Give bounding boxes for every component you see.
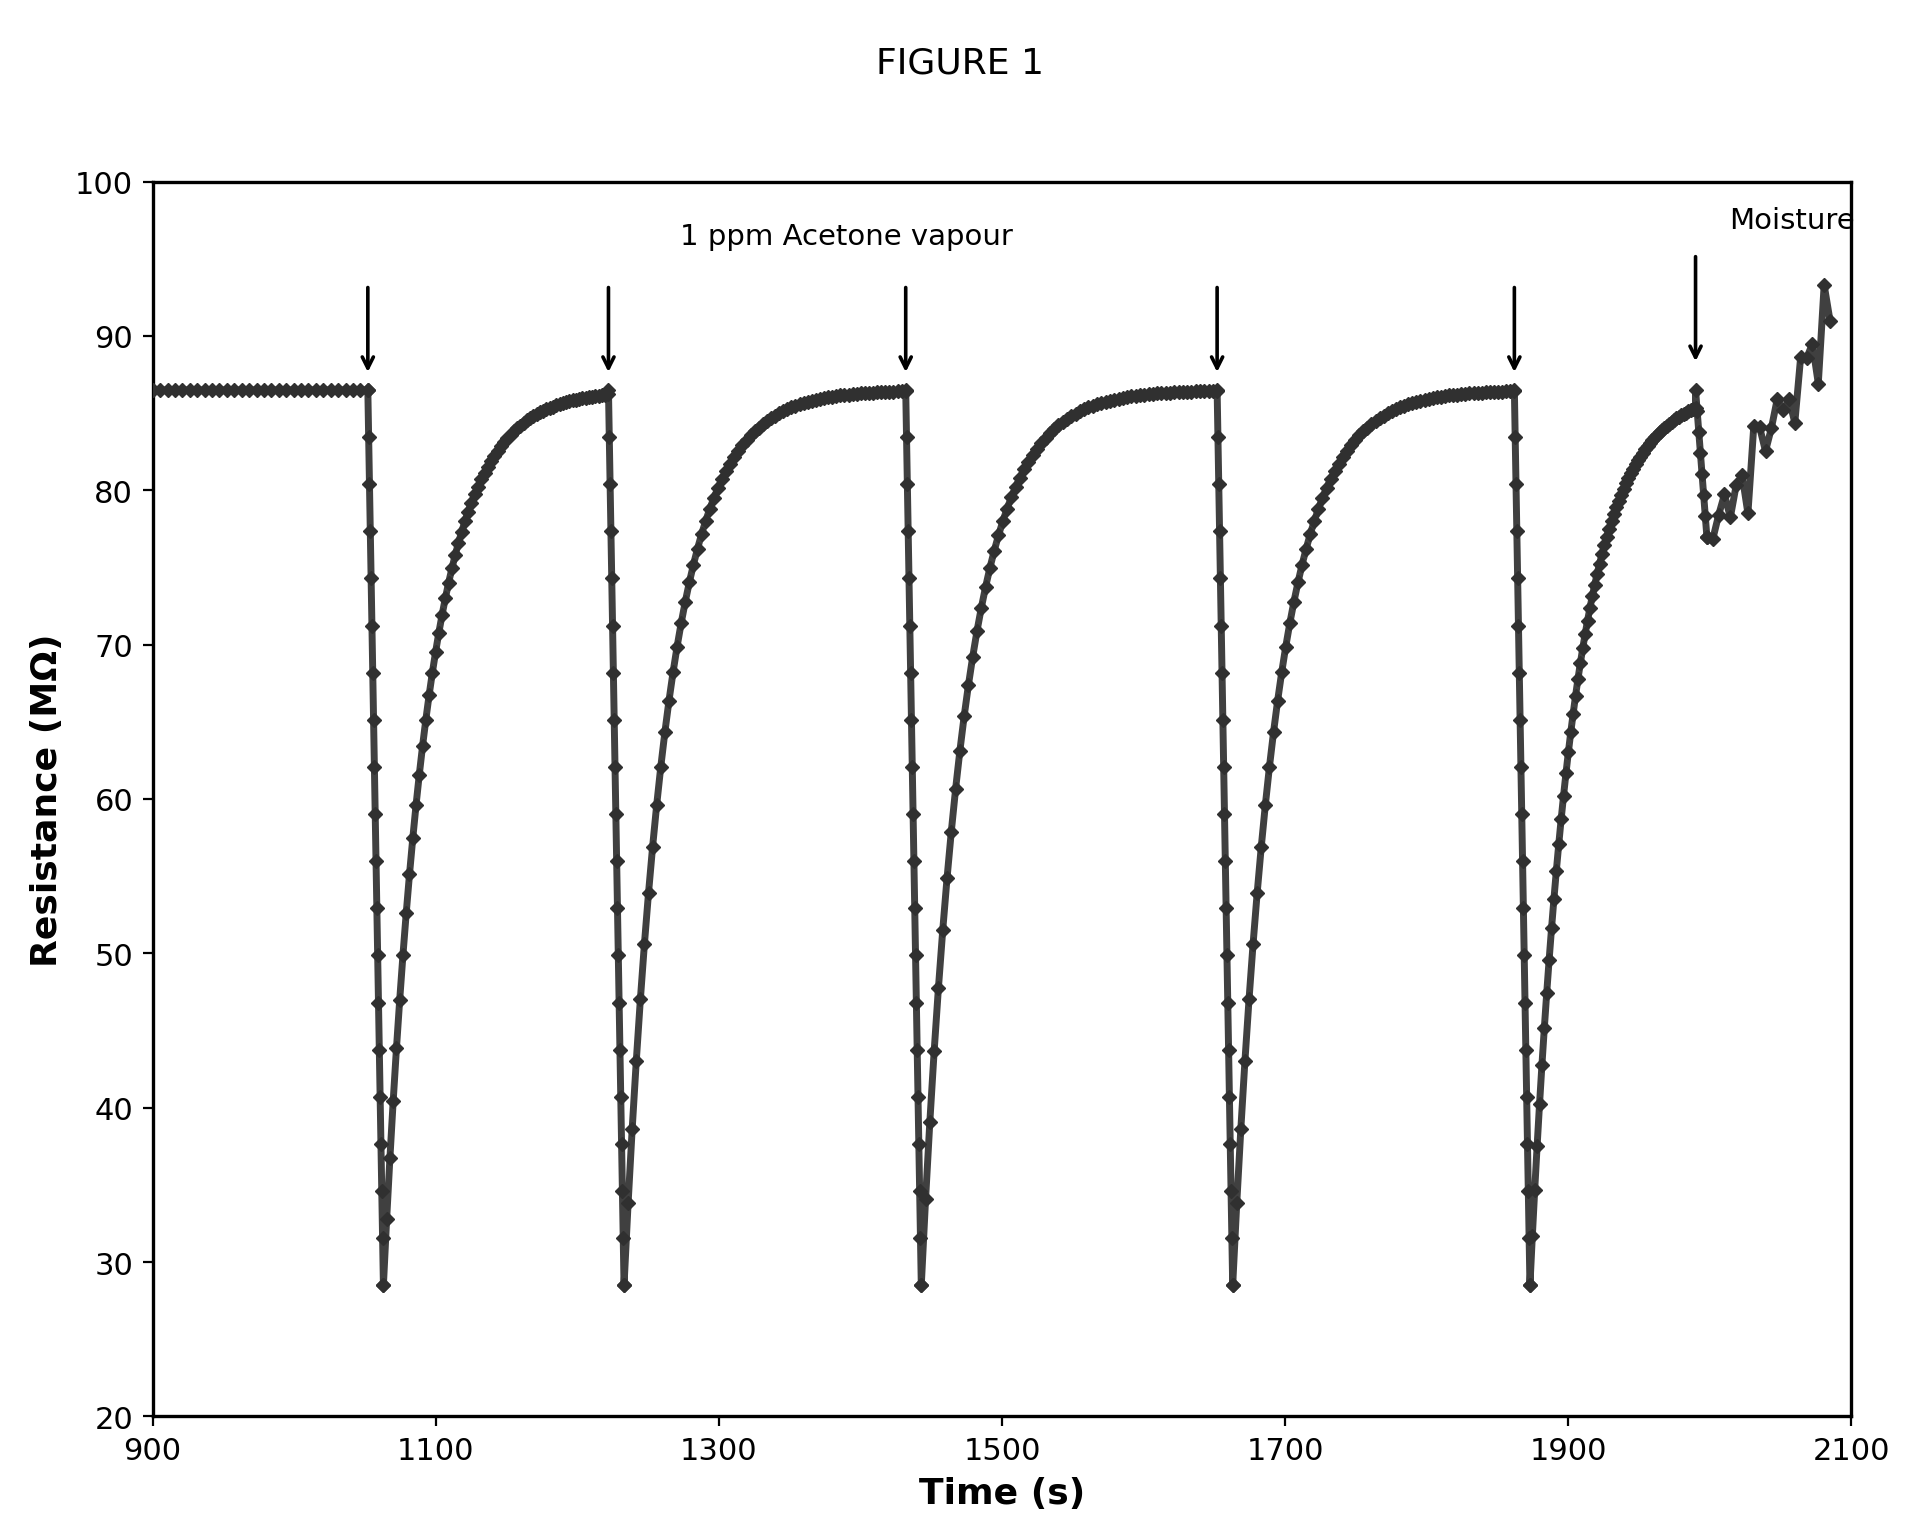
X-axis label: Time (s): Time (s) — [920, 1475, 1085, 1511]
Text: Moisture: Moisture — [1730, 206, 1855, 236]
Text: 1 ppm Acetone vapour: 1 ppm Acetone vapour — [680, 222, 1012, 251]
Text: FIGURE 1: FIGURE 1 — [876, 46, 1044, 80]
Y-axis label: Resistance (MΩ): Resistance (MΩ) — [31, 633, 63, 966]
